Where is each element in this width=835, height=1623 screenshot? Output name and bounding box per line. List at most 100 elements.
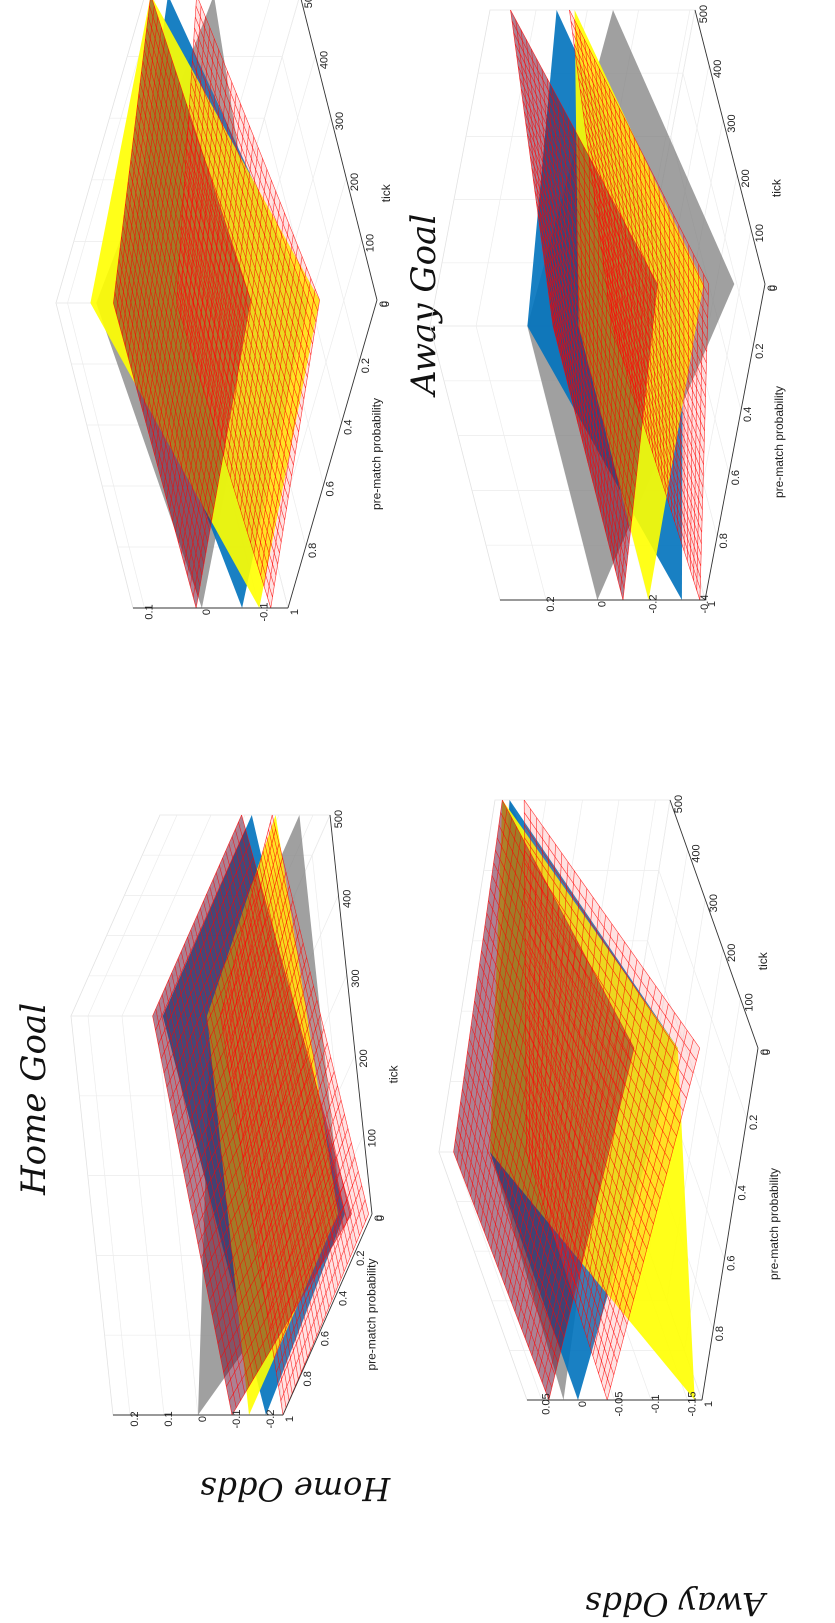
mesh-line — [598, 1021, 682, 1374]
x-tick-label: 0.2 — [360, 358, 372, 373]
mesh-line — [687, 244, 690, 561]
panel-home-odds-away-goal: 00.20.40.60.810100200300400500-0.100.1pr… — [55, 0, 393, 622]
mesh-line — [197, 1042, 305, 1245]
mesh-line — [602, 205, 616, 522]
col-title-home-goal: Home Goal — [14, 1003, 54, 1196]
mesh-line — [622, 283, 658, 601]
y-tick-label: 200 — [726, 944, 738, 962]
mesh-line — [154, 147, 202, 456]
mesh-line — [180, 957, 282, 1159]
mesh-line — [473, 853, 531, 1206]
y-tick-label: 0 — [375, 1215, 387, 1221]
mesh-line — [628, 127, 650, 444]
mesh-line — [663, 195, 672, 512]
mesh-line — [523, 799, 527, 1153]
mesh-line — [209, 103, 241, 412]
mesh-line — [139, 92, 184, 402]
mesh-line — [172, 212, 223, 521]
x-tick-label: 0.2 — [748, 1115, 760, 1130]
mesh-line — [211, 1114, 325, 1316]
y-axis-label: tick — [386, 1064, 400, 1083]
surface-patch — [510, 10, 658, 600]
grid-line-z — [67, 0, 156, 609]
x-axis-label: pre-match probability — [370, 398, 384, 510]
y-tick-label: 100 — [743, 993, 755, 1011]
mesh-line — [282, 1213, 369, 1416]
mesh-line — [638, 146, 657, 464]
mesh-line — [199, 71, 228, 380]
y-axis-line — [300, 0, 378, 301]
mesh-line — [133, 71, 177, 380]
y-tick-label: 400 — [318, 51, 330, 69]
mesh-line — [490, 897, 555, 1250]
x-tick-label: 0.6 — [725, 1256, 737, 1271]
mesh-line — [157, 843, 250, 1045]
mesh-line — [270, 299, 320, 609]
mesh-line — [540, 844, 556, 1197]
y-tick-label: 500 — [333, 810, 345, 828]
y-tick-label: 500 — [698, 5, 710, 23]
y-tick-label: 0 — [380, 301, 392, 307]
mesh-line — [253, 1028, 325, 1230]
x-tick-label: 1 — [706, 601, 718, 607]
y-tick-label: 300 — [334, 112, 346, 130]
col-title-away-goal: Away Goal — [404, 214, 444, 398]
mesh-line — [528, 994, 607, 1347]
y-tick-label: 200 — [740, 169, 752, 187]
mesh-line — [620, 274, 653, 591]
surface-patch — [569, 10, 709, 600]
mesh-line — [595, 1012, 675, 1365]
mesh-line — [257, 256, 303, 565]
y-axis-line — [694, 9, 766, 285]
mesh-line — [216, 125, 250, 434]
panel-axes: 0 0.2 0.4 0.6 0.8 1 0 100 200 300 400 500 -0.15 -0.1 -… — [527, 795, 781, 1417]
x-tick-label: 0.6 — [320, 1331, 332, 1346]
mesh-line — [222, 829, 276, 1031]
mesh-line — [557, 98, 576, 415]
mesh-line — [163, 871, 258, 1074]
mesh-line — [601, 1030, 688, 1383]
surface-patch — [524, 800, 700, 1400]
x-tick-label: 0.2 — [355, 1251, 367, 1266]
y-tick-label: 0 — [768, 285, 780, 291]
mesh-line — [255, 1042, 328, 1245]
mesh-line — [598, 68, 632, 385]
z-tick-label: 0.1 — [163, 1411, 175, 1426]
x-tick-label: 0.4 — [342, 420, 354, 435]
mesh-line — [247, 985, 314, 1188]
mesh-line — [529, 808, 531, 1161]
z-tick-label: 0 — [596, 601, 608, 607]
mesh-line — [510, 9, 554, 327]
mesh-line — [249, 1000, 318, 1202]
mesh-line — [223, 1171, 341, 1373]
mesh-line — [246, 223, 290, 532]
x-tick-label: 0.8 — [302, 1371, 314, 1386]
z-tick-label: -0.1 — [258, 603, 270, 622]
mesh-line — [136, 82, 180, 391]
mesh-line — [483, 879, 545, 1232]
mesh-line — [466, 835, 522, 1188]
mesh-line — [460, 817, 512, 1170]
mesh-line — [592, 166, 595, 483]
mesh-line — [569, 9, 613, 327]
mesh-line — [278, 1185, 362, 1387]
y-tick-label: 300 — [350, 969, 362, 987]
z-tick-label: 0.2 — [129, 1411, 141, 1426]
mesh-line — [176, 0, 197, 304]
mesh-line — [579, 29, 619, 346]
panel-away-odds-away-goal: 00.20.40.60.810100200300400500-0.4-0.200… — [429, 5, 786, 613]
mesh-line — [583, 977, 650, 1330]
mesh-line — [613, 98, 641, 415]
mesh-line — [500, 923, 569, 1277]
x-tick-label: 0 — [373, 1215, 385, 1221]
y-tick-label: 200 — [358, 1049, 370, 1067]
surface-4 — [176, 0, 320, 609]
y-tick-label: 500 — [673, 795, 685, 813]
x-tick-label: 0.2 — [754, 344, 766, 359]
mesh-line — [563, 915, 606, 1268]
mesh-line — [453, 799, 503, 1153]
surface-4 — [569, 9, 709, 601]
mesh-line — [678, 225, 682, 542]
mesh-line — [543, 853, 563, 1206]
grid-line-z — [121, 814, 212, 1416]
